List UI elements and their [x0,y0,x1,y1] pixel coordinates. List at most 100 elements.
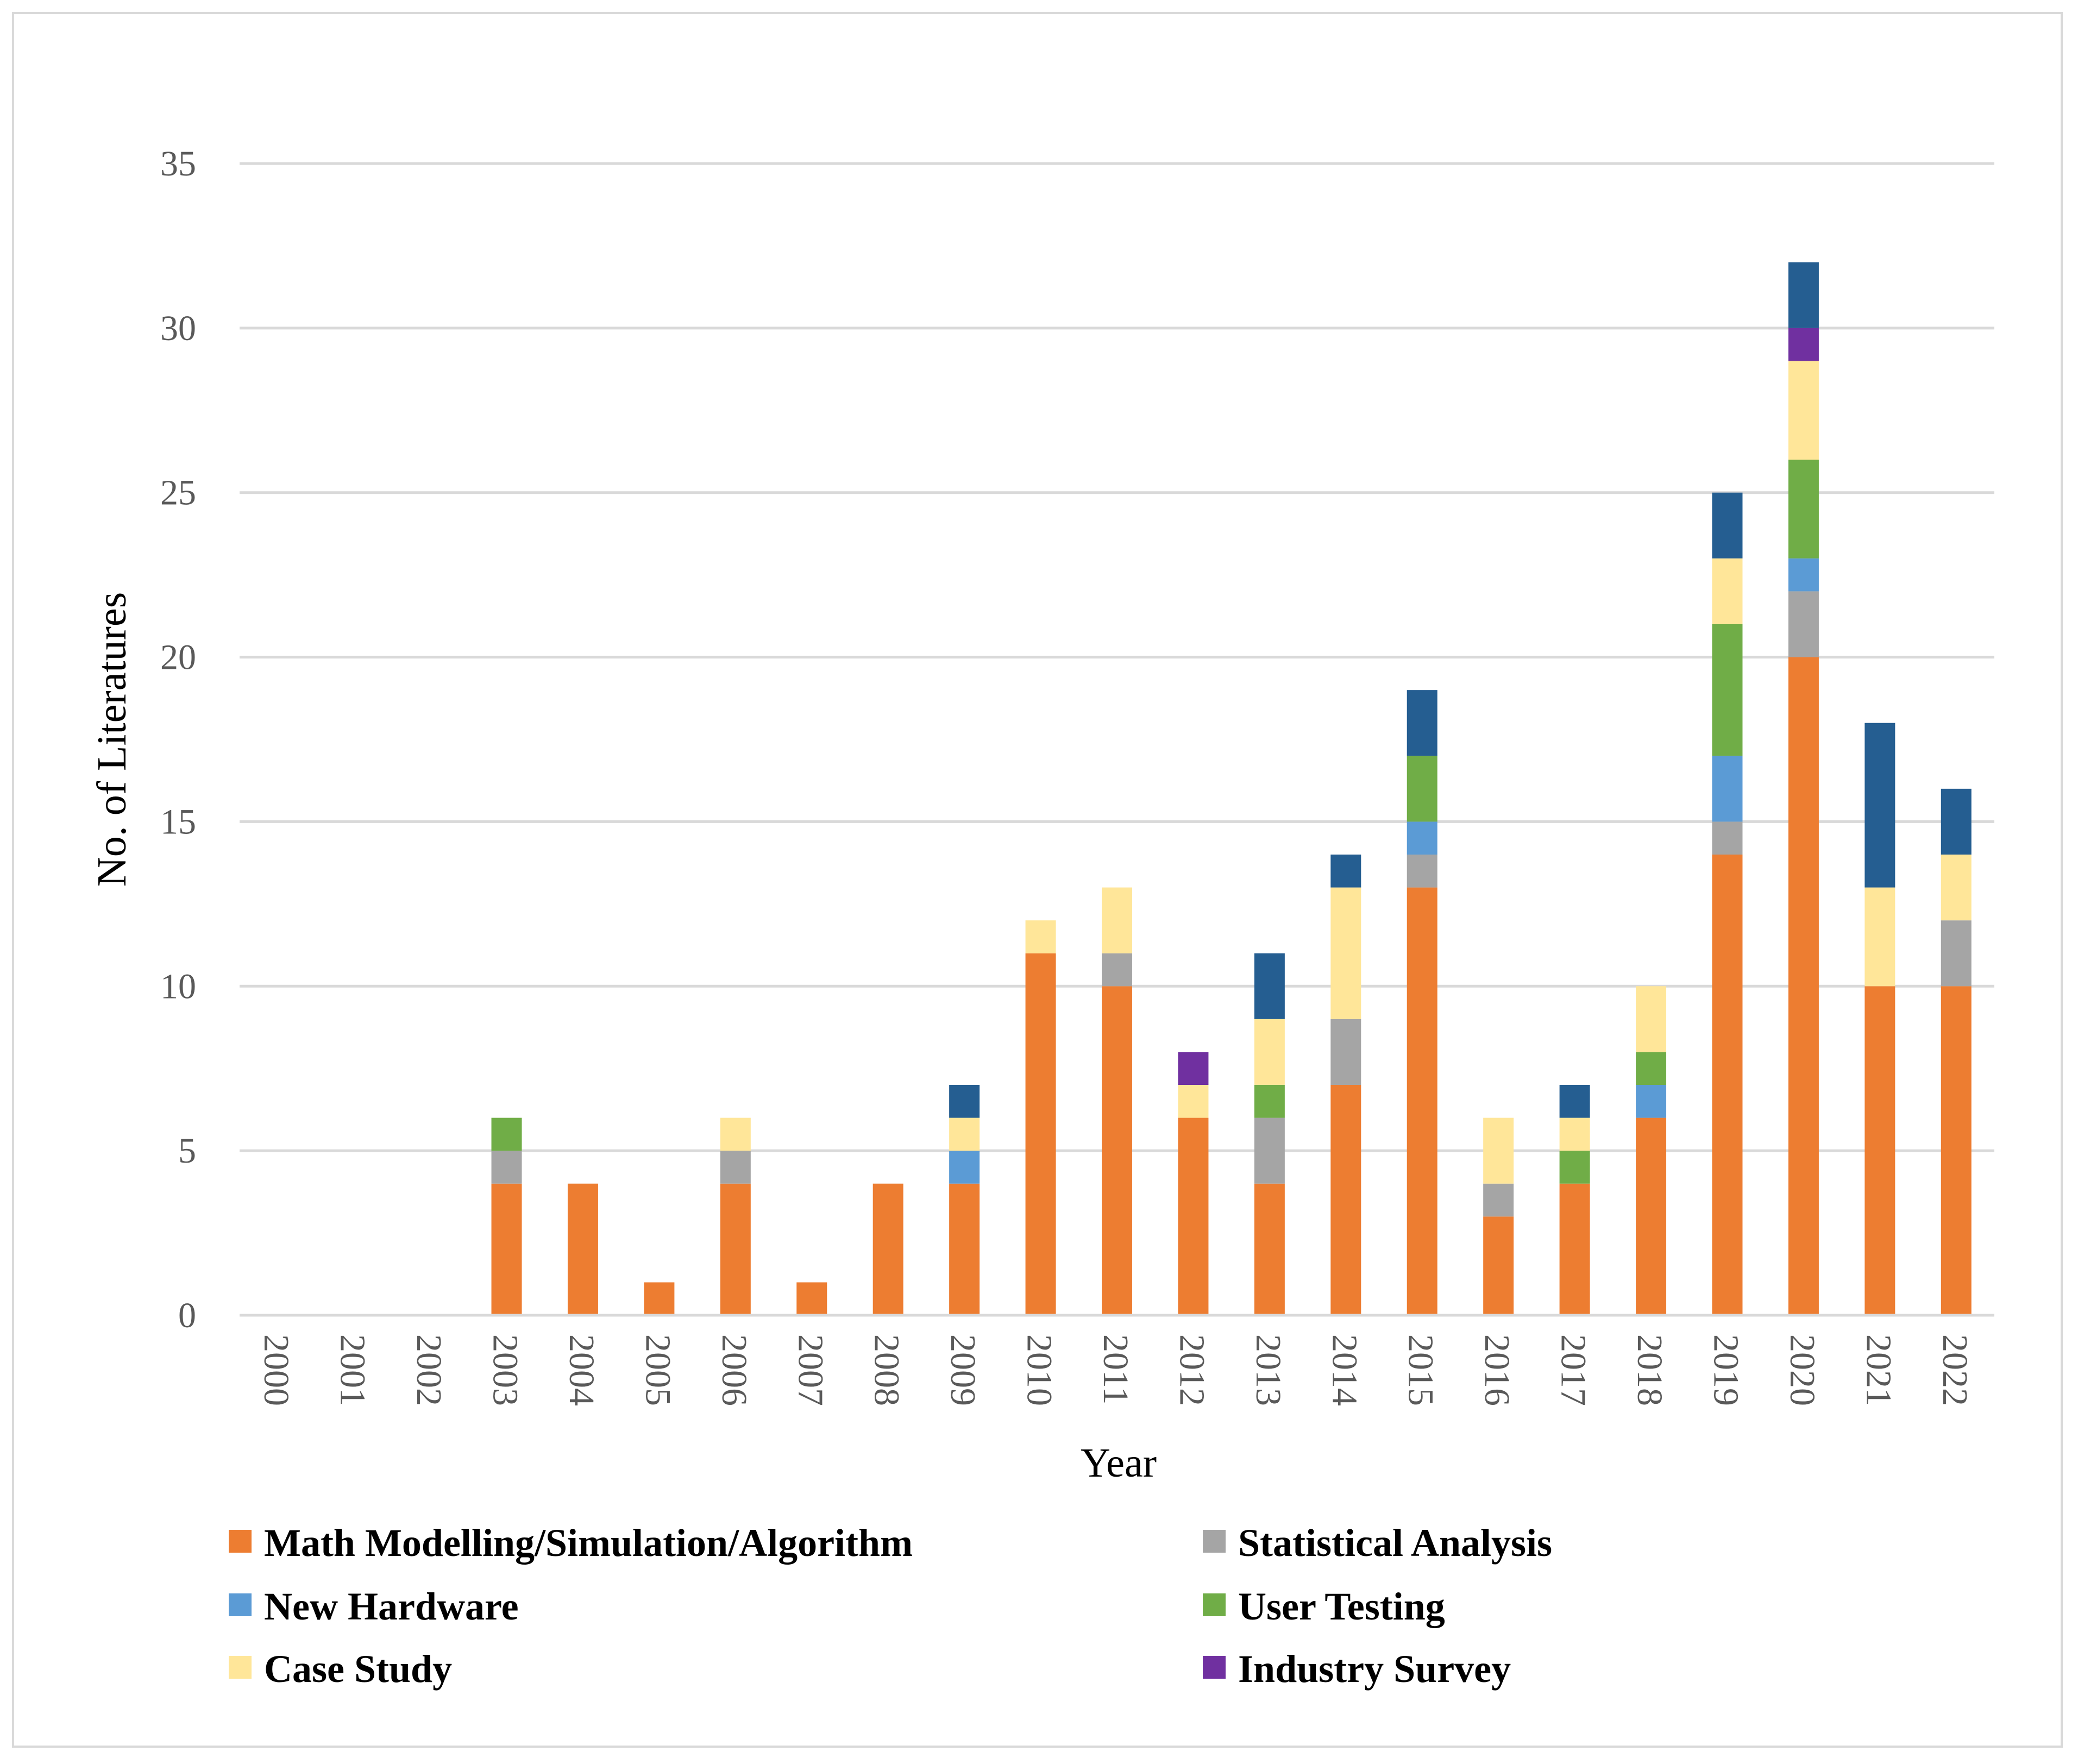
bar-2013-series-3 [1254,1085,1285,1118]
x-tick-label: 2004 [562,1334,601,1406]
x-tick-label: 2001 [333,1334,373,1406]
bar-2012-series-4 [1178,1085,1209,1118]
bar-2007-series-0 [796,1282,827,1315]
bar-2021-series-0 [1864,986,1895,1315]
bar-2020-series-3 [1788,460,1819,558]
bar-2010-series-4 [1025,920,1056,953]
bar-2012-series-5 [1178,1052,1209,1085]
bar-2021-series-4 [1864,887,1895,987]
bar-2022-series-1 [1941,920,1972,987]
bar-2018-series-3 [1636,1052,1667,1085]
x-tick-label: 2022 [1935,1334,1975,1406]
y-tick-label: 30 [160,309,196,348]
x-tick-label: 2007 [790,1334,830,1406]
legend-label: Industry Survey [1238,1647,1511,1691]
bar-2006-series-0 [720,1183,751,1315]
bar-2018-series-2 [1636,1085,1667,1118]
legend-label: User Testing [1238,1585,1445,1628]
legend-swatch [1203,1656,1226,1679]
bar-2014-series-0 [1330,1085,1361,1315]
x-tick-label: 2005 [638,1334,677,1406]
bar-2020-series-0 [1788,657,1819,1315]
legend-swatch [1203,1530,1226,1553]
bar-2017-series-0 [1559,1183,1590,1315]
bar-2014-series-4 [1330,887,1361,1019]
x-tick-label: 2021 [1859,1334,1898,1406]
x-tick-label: 2017 [1554,1334,1593,1406]
bar-2012-series-0 [1178,1118,1209,1315]
bar-2011-series-1 [1102,953,1132,987]
bar-2013-series-6 [1254,953,1285,1019]
legend-swatch [1203,1593,1226,1616]
bar-2020-series-5 [1788,328,1819,361]
bar-2018-series-0 [1636,1118,1667,1315]
bar-2008-series-0 [872,1183,903,1315]
legend: Math Modelling/Simulation/Algorithm Stati… [229,1521,1552,1691]
bar-2011-series-4 [1102,887,1132,953]
bar-2006-series-1 [720,1151,751,1184]
bar-2019-series-6 [1712,492,1743,558]
x-tick-label: 2010 [1020,1334,1059,1406]
bar-2020-series-2 [1788,558,1819,592]
bar-2020-series-1 [1788,591,1819,657]
bar-2009-series-6 [949,1085,980,1118]
bar-2004-series-0 [567,1183,598,1315]
bar-2015-series-3 [1407,756,1437,822]
bar-2019-series-1 [1712,821,1743,855]
bar-2006-series-4 [720,1118,751,1151]
x-axis-title: Year [1081,1440,1157,1486]
legend-swatch [229,1593,252,1616]
bar-2019-series-0 [1712,855,1743,1315]
bar-2013-series-1 [1254,1118,1285,1184]
bar-2014-series-6 [1330,855,1361,888]
x-tick-label: 2011 [1096,1334,1135,1405]
bar-2020-series-6 [1788,262,1819,328]
bar-2022-series-0 [1941,986,1972,1315]
bar-2009-series-0 [949,1183,980,1315]
bar-2013-series-0 [1254,1183,1285,1315]
x-tick-label: 2000 [256,1334,296,1406]
legend-label: New Hardware [264,1585,519,1628]
bar-2009-series-2 [949,1151,980,1184]
x-tick-label: 2008 [867,1334,907,1406]
legend-label: Math Modelling/Simulation/Algorithm [264,1521,913,1565]
x-tick-label: 2018 [1630,1334,1669,1406]
bars [491,262,1972,1315]
chart-frame: 0 5 10 15 20 25 30 35 2000 2001 2002 2003 2004 2005 2… [12,12,2063,1748]
bar-2019-series-2 [1712,756,1743,822]
bar-2018-series-4 [1636,986,1667,1052]
y-tick-label: 20 [160,638,196,677]
bar-2016-series-4 [1483,1118,1514,1184]
y-tick-label: 25 [160,473,196,513]
bar-2013-series-4 [1254,1019,1285,1085]
bar-2011-series-0 [1102,986,1132,1315]
y-tick-label: 0 [178,1296,196,1335]
bar-2003-series-0 [491,1183,522,1315]
bar-2017-series-4 [1559,1118,1590,1151]
legend-swatch [229,1530,252,1553]
x-tick-label: 2002 [409,1334,449,1406]
x-tick-label: 2015 [1401,1334,1441,1406]
bar-2017-series-3 [1559,1151,1590,1184]
x-tick-label: 2016 [1477,1334,1517,1406]
legend-swatch [229,1656,252,1679]
gridlines [240,162,1994,1152]
x-tick-label: 2014 [1324,1334,1364,1406]
bar-2022-series-6 [1941,788,1972,855]
bar-2003-series-3 [491,1118,522,1151]
bar-2019-series-3 [1712,624,1743,756]
bar-2016-series-1 [1483,1183,1514,1217]
bar-2021-series-6 [1864,723,1895,888]
y-tick-label: 35 [160,144,196,184]
bar-2015-series-0 [1407,887,1437,1315]
bar-2016-series-0 [1483,1216,1514,1315]
bar-2015-series-2 [1407,821,1437,855]
x-tick-label: 2012 [1172,1334,1211,1406]
legend-label: Statistical Analysis [1238,1521,1552,1565]
bar-2022-series-4 [1941,855,1972,921]
x-tick-label: 2013 [1248,1334,1288,1406]
bar-2014-series-1 [1330,1019,1361,1085]
x-tick-label: 2003 [486,1334,525,1406]
x-tick-label: 2020 [1782,1334,1822,1406]
